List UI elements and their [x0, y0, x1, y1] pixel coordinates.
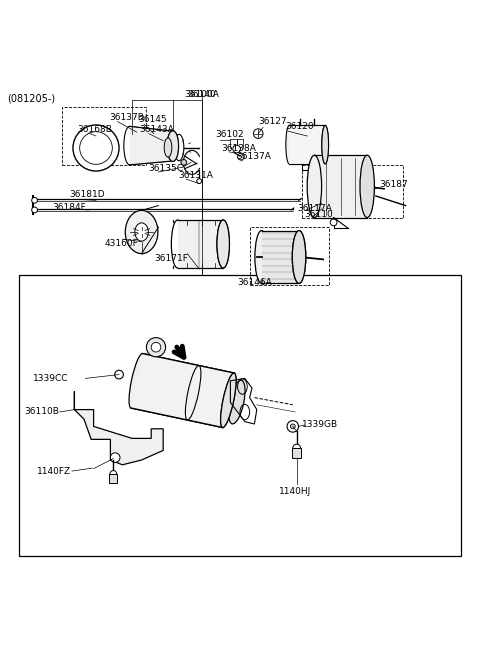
Polygon shape	[74, 392, 163, 465]
Circle shape	[233, 145, 240, 153]
Circle shape	[110, 453, 120, 462]
Polygon shape	[178, 220, 223, 268]
Bar	[302, 165, 403, 218]
Ellipse shape	[292, 230, 306, 283]
Circle shape	[287, 420, 299, 432]
Text: (081205-): (081205-)	[7, 94, 55, 104]
Ellipse shape	[174, 134, 184, 161]
Circle shape	[32, 207, 37, 213]
Text: 36140: 36140	[187, 90, 216, 98]
Circle shape	[151, 342, 161, 352]
Ellipse shape	[322, 125, 328, 164]
Text: 36146A: 36146A	[238, 278, 272, 287]
Ellipse shape	[255, 230, 268, 283]
Text: 1339GB: 1339GB	[302, 420, 338, 430]
Circle shape	[290, 424, 295, 429]
Text: 36171F: 36171F	[155, 254, 189, 263]
Text: 36137B: 36137B	[109, 113, 144, 121]
Ellipse shape	[124, 127, 135, 165]
Text: 36143A: 36143A	[139, 125, 174, 134]
Ellipse shape	[167, 131, 179, 161]
Ellipse shape	[228, 380, 245, 424]
Text: 36110B: 36110B	[24, 407, 59, 417]
Polygon shape	[262, 230, 299, 283]
Polygon shape	[289, 125, 325, 164]
Text: 36187: 36187	[379, 180, 408, 190]
Ellipse shape	[221, 373, 236, 428]
Ellipse shape	[171, 220, 184, 268]
Bar	[19, 276, 461, 556]
Circle shape	[80, 132, 112, 164]
Bar	[250, 227, 329, 285]
Circle shape	[181, 159, 187, 165]
Ellipse shape	[217, 220, 229, 268]
Text: 36117A: 36117A	[298, 204, 333, 213]
Text: 36110: 36110	[304, 210, 333, 219]
Polygon shape	[314, 155, 367, 218]
Text: 36100A: 36100A	[184, 91, 219, 100]
Circle shape	[32, 197, 37, 203]
Text: 36127: 36127	[258, 117, 287, 127]
Ellipse shape	[286, 125, 293, 164]
Ellipse shape	[322, 125, 328, 164]
Ellipse shape	[217, 220, 229, 268]
Circle shape	[197, 178, 202, 184]
Ellipse shape	[129, 354, 144, 408]
Text: 36145: 36145	[138, 115, 167, 124]
Circle shape	[115, 370, 123, 379]
Polygon shape	[130, 127, 173, 165]
Ellipse shape	[125, 211, 158, 254]
Bar	[292, 448, 301, 458]
Ellipse shape	[167, 131, 179, 161]
Circle shape	[330, 219, 337, 226]
Circle shape	[73, 125, 119, 171]
Ellipse shape	[164, 138, 172, 157]
Polygon shape	[131, 354, 234, 428]
Text: 1140HJ: 1140HJ	[279, 487, 312, 497]
Text: 36184F: 36184F	[52, 203, 85, 213]
Text: 36120: 36120	[286, 122, 314, 131]
Circle shape	[110, 470, 117, 478]
Text: 36135C: 36135C	[148, 164, 183, 173]
Text: 36168B: 36168B	[78, 125, 113, 134]
Circle shape	[146, 338, 166, 357]
Circle shape	[253, 129, 263, 138]
Ellipse shape	[292, 230, 306, 283]
Text: 36181D: 36181D	[70, 190, 105, 199]
Text: 1140FZ: 1140FZ	[37, 466, 72, 476]
Ellipse shape	[307, 155, 322, 218]
Circle shape	[293, 444, 300, 452]
Ellipse shape	[135, 223, 148, 241]
Bar	[109, 474, 117, 483]
Text: 36137A: 36137A	[236, 152, 271, 161]
Ellipse shape	[360, 155, 374, 218]
Circle shape	[238, 154, 244, 160]
Ellipse shape	[221, 373, 236, 428]
Bar	[62, 107, 146, 165]
Text: 36131A: 36131A	[179, 171, 214, 180]
Text: 43160F: 43160F	[105, 239, 138, 248]
Text: 36102: 36102	[215, 131, 244, 139]
Text: 1339CC: 1339CC	[33, 374, 68, 383]
Text: 36138A: 36138A	[222, 144, 257, 153]
